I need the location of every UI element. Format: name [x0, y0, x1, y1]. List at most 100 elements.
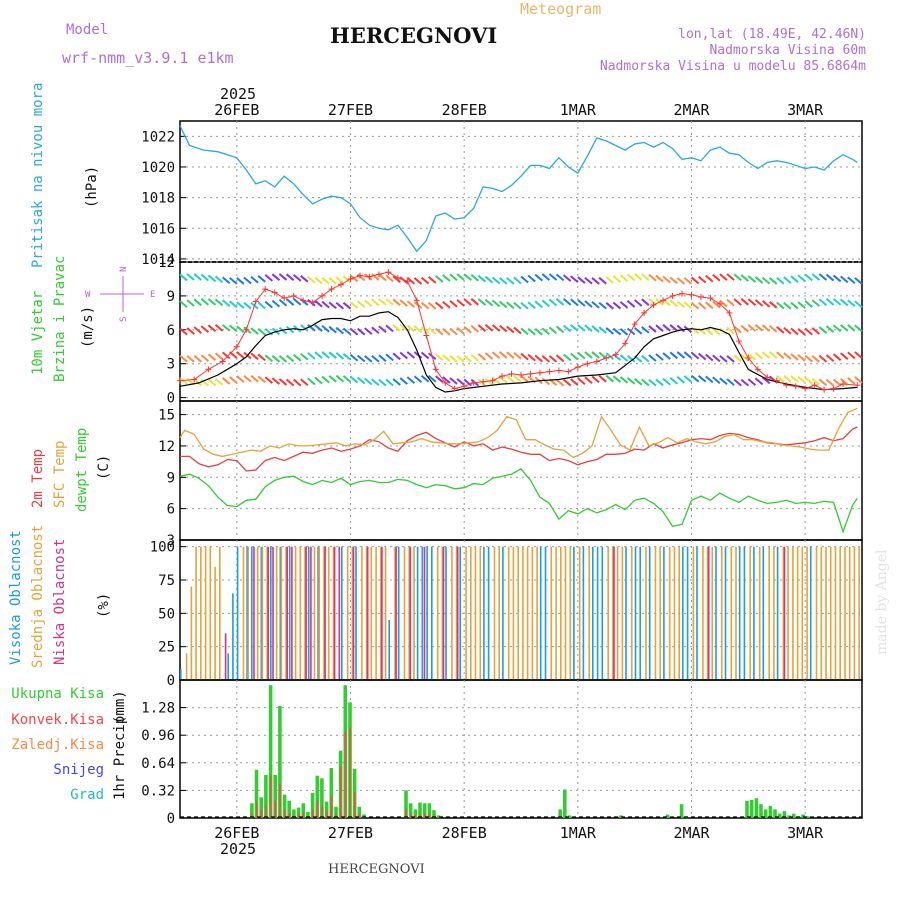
wind-arrow: [840, 352, 849, 360]
wind-arrow: [783, 276, 792, 284]
wind-arrow: [371, 378, 380, 387]
cloud-bar: [668, 546, 671, 680]
wind-arrow: [193, 326, 202, 334]
wind-arrow: [477, 274, 487, 283]
wind-max-marker: [593, 358, 600, 365]
precip-bar: [432, 810, 436, 818]
wind-arrow: [555, 298, 565, 306]
wind-max-marker: [470, 379, 477, 386]
wind-arrow: [626, 377, 636, 385]
wind-arrow: [257, 375, 266, 384]
wind-arrow: [648, 325, 657, 333]
wind-arrow: [726, 326, 735, 335]
wind-arrow: [534, 354, 543, 363]
cloud-bar: [318, 546, 320, 680]
wind-arrow: [463, 298, 472, 306]
cloud-bar: [232, 593, 234, 680]
cloud-bar: [806, 546, 808, 680]
wind-arrow: [207, 274, 217, 283]
cloud-label-high: Visoka Oblacnost: [8, 530, 24, 665]
wind-arrow: [776, 351, 785, 360]
wind-arrow: [506, 301, 515, 310]
wind-arrow: [491, 324, 501, 332]
precip-bar: [754, 798, 759, 818]
cloud-bar: [423, 546, 426, 680]
wind-arrow: [520, 275, 529, 284]
wind-arrow: [719, 355, 728, 363]
wind-arrow: [221, 324, 231, 332]
wind-max-marker: [821, 386, 828, 393]
y-tick-label: 0.96: [141, 728, 175, 744]
cloud-bar: [564, 546, 567, 680]
wind-arrow: [577, 351, 586, 360]
precip-legend: Ukupna Kisa Konvek.Kisa Zaledj.Kisa Snij…: [11, 686, 104, 803]
cloud-bar: [526, 546, 529, 680]
precip-bar: [330, 796, 333, 818]
precip-bar: [288, 813, 290, 818]
wind-arrow: [193, 354, 202, 363]
wind-arrow: [534, 300, 543, 309]
wind-arrow: [811, 355, 821, 363]
precip-bar: [301, 803, 306, 818]
wind-arrow: [285, 298, 295, 306]
wind-arrow: [555, 354, 565, 363]
wind-max-marker: [735, 338, 742, 345]
wind-arrow: [740, 378, 749, 387]
wind-arrow: [314, 276, 323, 285]
elevation: Nadmorska Visina 60m: [709, 43, 866, 58]
cloud-bar: [631, 546, 633, 680]
wind-max-marker: [811, 382, 818, 389]
wind-arrow: [371, 326, 380, 334]
wind-arrow: [513, 302, 522, 310]
wind-arrow: [378, 298, 387, 306]
cloud-bar: [286, 546, 288, 680]
cloud-bar: [783, 546, 786, 680]
model-label: Model: [66, 22, 108, 38]
y-tick-label: 1022: [141, 129, 175, 145]
wind-arrow: [626, 300, 636, 308]
precip-bar: [782, 811, 787, 818]
wind-max-marker: [650, 301, 657, 308]
wind-arrow: [719, 273, 728, 281]
wind-arrow: [186, 299, 195, 307]
precip-bar: [773, 809, 777, 818]
wind-compass: W E N S: [85, 267, 155, 322]
precip-bar: [251, 813, 253, 818]
precip-bar: [334, 806, 338, 818]
wind-arrow: [769, 277, 778, 285]
wind-arrow: [406, 300, 416, 308]
wind-max-marker: [404, 278, 411, 285]
y-tick-label: 15: [158, 408, 175, 424]
wind-arrow: [356, 300, 366, 308]
wind-arrow: [690, 301, 700, 310]
cloud-bar: [825, 546, 827, 680]
wind-arrow: [470, 354, 480, 362]
precip-bar: [260, 809, 262, 818]
precip-bar: [329, 768, 334, 818]
cloud-bar: [470, 546, 472, 680]
y-tick-label: 9: [167, 289, 175, 305]
wind-arrow: [804, 376, 813, 385]
wind-arrow: [669, 351, 678, 360]
wind-arrow: [669, 276, 678, 285]
precip-bar: [410, 813, 412, 818]
wind-arrow: [300, 353, 309, 361]
wind-arrow: [733, 298, 742, 306]
cloud-bar: [550, 546, 553, 680]
wind-arrow: [229, 300, 238, 309]
y-tick-label: 1.28: [141, 701, 175, 717]
cloud-bar: [678, 546, 680, 680]
wind-arrow: [399, 377, 408, 385]
wind-arrow: [619, 376, 629, 384]
wind-arrow: [754, 324, 764, 332]
wind-arrow: [193, 298, 202, 307]
wind-max-marker: [536, 369, 543, 376]
cloud-bar: [442, 546, 445, 680]
wind-arrow: [669, 377, 678, 385]
wind-arrow: [761, 351, 771, 359]
wind-arrow: [321, 375, 330, 384]
precip-bar: [791, 813, 796, 818]
precip-bar: [284, 809, 286, 818]
wind-arrow: [705, 353, 714, 362]
cloud-bar: [539, 546, 542, 680]
